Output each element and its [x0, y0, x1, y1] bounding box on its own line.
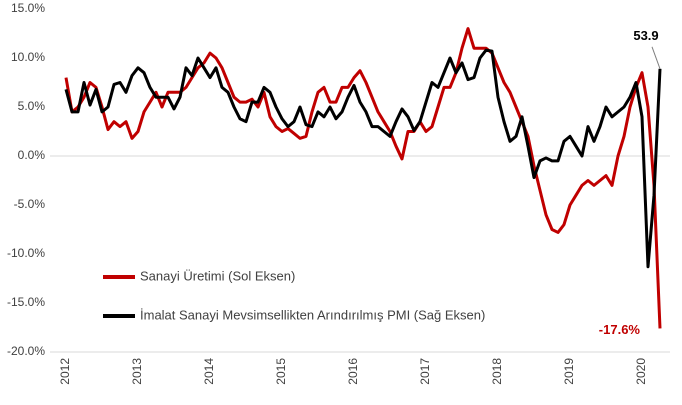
y-tick-label: -5.0% [14, 197, 46, 211]
legend-label: İmalat Sanayi Mevsimsellikten Arındırılm… [140, 307, 485, 322]
x-tick-label: 2015 [274, 358, 288, 385]
x-tick-label: 2012 [58, 358, 72, 385]
y-tick-label: -15.0% [7, 295, 45, 309]
series-line [64, 27, 662, 329]
label-leader [651, 46, 661, 69]
series-line [64, 48, 662, 269]
y-tick-label: -10.0% [7, 246, 45, 260]
x-tick-label: 2013 [130, 358, 144, 385]
x-tick-label: 2017 [418, 358, 432, 385]
y-tick-label: 5.0% [18, 99, 46, 113]
y-tick-label: -20.0% [7, 344, 45, 358]
x-tick-label: 2014 [202, 358, 216, 385]
data-label: -17.6% [599, 322, 641, 337]
x-tick-label: 2019 [562, 358, 576, 385]
y-tick-label: 0.0% [18, 148, 46, 162]
x-tick-label: 2020 [634, 358, 648, 385]
x-tick-label: 2018 [490, 358, 504, 385]
y-tick-label: 15.0% [11, 1, 45, 15]
y-tick-label: 10.0% [11, 50, 45, 64]
legend-label: Sanayi Üretimi (Sol Eksen) [140, 268, 295, 283]
data-label: 53.9 [633, 28, 658, 43]
x-tick-label: 2016 [346, 358, 360, 385]
